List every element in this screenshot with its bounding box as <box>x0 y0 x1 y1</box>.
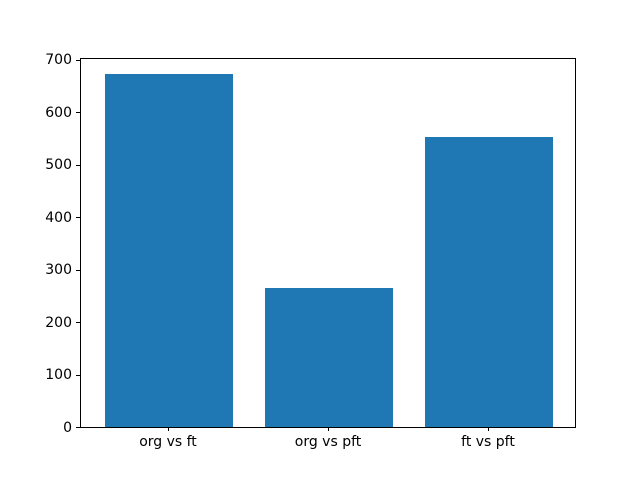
y-tick-mark <box>76 427 80 428</box>
y-tick-mark <box>76 269 80 271</box>
bar-org-vs-pft <box>265 287 393 427</box>
y-tick-label: 100 <box>45 367 72 384</box>
y-tick-mark <box>76 322 80 324</box>
x-tick-label: ft vs pft <box>461 434 515 450</box>
y-tick-mark <box>76 164 80 166</box>
x-tick-mark <box>488 427 489 431</box>
y-tick-mark <box>76 374 80 376</box>
y-tick-label: 400 <box>45 209 72 226</box>
y-tick-mark <box>76 217 80 219</box>
y-tick-label: 200 <box>45 314 72 331</box>
y-tick-label: 700 <box>45 52 72 69</box>
x-tick-label: org vs pft <box>294 434 362 450</box>
x-tick-label: org vs ft <box>139 434 197 450</box>
x-tick-mark <box>168 427 169 431</box>
x-tick-mark <box>328 427 329 431</box>
plot-area <box>80 57 576 428</box>
bar-ft-vs-pft <box>425 136 553 427</box>
bar-org-vs-ft <box>105 74 233 427</box>
y-tick-mark <box>76 59 80 61</box>
y-tick-label: 0 <box>63 419 72 436</box>
y-tick-label: 300 <box>45 262 72 279</box>
y-tick-mark <box>76 112 80 114</box>
y-tick-label: 500 <box>45 157 72 174</box>
y-tick-label: 600 <box>45 104 72 121</box>
